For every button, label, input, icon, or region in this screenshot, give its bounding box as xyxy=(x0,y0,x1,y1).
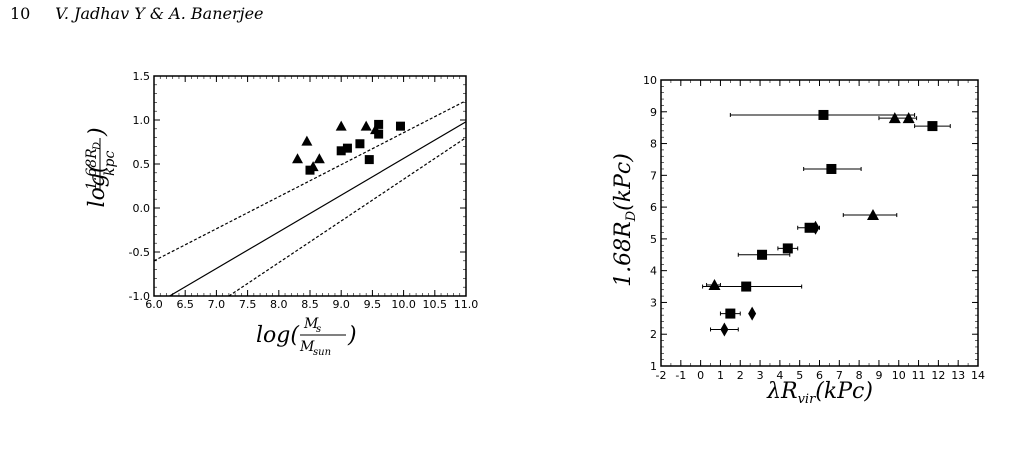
data-point-triangle xyxy=(866,209,879,221)
x-tick-label: 2 xyxy=(737,369,744,382)
data-point-square xyxy=(826,163,837,174)
y-tick-label: 9 xyxy=(650,106,657,119)
page-header: 10 V. Jadhav Y & A. Banerjee xyxy=(10,4,264,23)
x-tick-label: 7 xyxy=(836,369,843,382)
svg-text:): ) xyxy=(347,323,357,348)
y-tick-label: 3 xyxy=(650,296,657,309)
x-axis-label-left: log( M s M sun ) xyxy=(256,316,357,358)
y-tick-label: 0.5 xyxy=(133,158,151,171)
y-tick-label: 2 xyxy=(650,328,657,341)
data-point-triangle xyxy=(708,278,721,290)
x-tick-label: 9.0 xyxy=(332,298,350,311)
x-tick-label: 3 xyxy=(757,369,764,382)
page-number: 10 xyxy=(10,4,31,23)
x-tick-label: 7.5 xyxy=(239,298,257,311)
dashed-line xyxy=(153,100,467,262)
svg-text:M: M xyxy=(303,316,319,332)
y-tick-label: 1 xyxy=(650,360,657,373)
x-tick-label: 5 xyxy=(796,369,803,382)
y-tick-label: 7 xyxy=(650,169,657,182)
data-point-square xyxy=(336,146,346,156)
data-point-triangle xyxy=(292,153,304,164)
y-tick-label: -1.0 xyxy=(129,290,150,303)
y-tick-label: 1.0 xyxy=(133,114,151,127)
x-tick-label: 10.5 xyxy=(423,298,448,311)
x-tick-label: 6 xyxy=(816,369,823,382)
data-point-square xyxy=(355,139,365,149)
x-tick-label: 6.0 xyxy=(145,298,163,311)
svg-text:1.68R: 1.68R xyxy=(84,148,100,190)
data-point-square xyxy=(741,281,752,292)
x-tick-label: -1 xyxy=(675,369,686,382)
plot-frame-left xyxy=(153,75,467,297)
dashed-line xyxy=(228,137,467,297)
svg-text:sun: sun xyxy=(313,347,331,358)
svg-text:M: M xyxy=(299,339,315,355)
y-tick-label: 10 xyxy=(643,74,657,87)
data-point-square xyxy=(804,222,815,233)
data-point-triangle xyxy=(888,112,901,124)
x-tick-label: 12 xyxy=(931,369,945,382)
x-tick-label: 8.0 xyxy=(270,298,288,311)
data-point-square xyxy=(342,143,352,153)
x-tick-label: 10 xyxy=(892,369,906,382)
svg-text:s: s xyxy=(316,324,321,335)
chart-left: 6.0 6.5 7.0 7.5 8.0 8.5 9.0 9.5 10.0 10.5 11.0 1.5 1… xyxy=(84,70,478,358)
y-tick-label: 5 xyxy=(650,233,657,246)
x-tick-label: 10.0 xyxy=(391,298,416,311)
data-point-diamond xyxy=(720,322,729,337)
data-point-triangle xyxy=(360,120,372,131)
data-point-square xyxy=(364,155,374,165)
y-tick-label: 1.5 xyxy=(133,70,151,83)
x-tick-label: 0 xyxy=(697,369,704,382)
data-point-square xyxy=(374,129,384,139)
x-tick-label: 8.5 xyxy=(301,298,319,311)
y-axis-label-left: log( 1.68R D kpc ) xyxy=(84,127,118,207)
data-point-triangle xyxy=(301,135,313,146)
x-tick-label: 9 xyxy=(875,369,882,382)
x-tick-label: 8 xyxy=(856,369,863,382)
y-tick-label: 0.0 xyxy=(133,202,151,215)
x-tick-label: 9.5 xyxy=(364,298,382,311)
y-tick-label: -0.5 xyxy=(129,246,150,259)
y-tick-label: 4 xyxy=(650,265,657,278)
svg-text:λRvir(kPc): λRvir(kPc) xyxy=(766,379,873,407)
fit-line xyxy=(169,121,467,297)
svg-text:D: D xyxy=(92,142,103,151)
authors: V. Jadhav Y & A. Banerjee xyxy=(55,4,264,23)
svg-text:log(: log( xyxy=(85,164,110,207)
svg-text:1.68RD(kPc): 1.68RD(kPc) xyxy=(611,153,639,287)
y-tick-label: 8 xyxy=(650,138,657,151)
data-point-square xyxy=(725,308,736,319)
x-tick-label: 7.0 xyxy=(208,298,226,311)
x-tick-label: 6.5 xyxy=(176,298,194,311)
data-point-square xyxy=(757,249,768,260)
x-tick-label: 1 xyxy=(717,369,724,382)
svg-text:log(: log( xyxy=(256,323,299,348)
data-point-square xyxy=(818,109,829,120)
svg-text:): ) xyxy=(85,127,110,137)
x-tick-label: 4 xyxy=(776,369,783,382)
data-point-triangle xyxy=(313,153,325,164)
data-point-triangle xyxy=(335,120,347,131)
y-tick-label: 6 xyxy=(650,201,657,214)
svg-text:kpc: kpc xyxy=(102,151,118,176)
data-point-triangle xyxy=(902,112,915,124)
data-point-square xyxy=(374,119,384,129)
x-tick-label: 11 xyxy=(912,369,926,382)
data-point-diamond xyxy=(811,220,820,235)
data-point-square xyxy=(395,121,405,131)
x-tick-label: 14 xyxy=(971,369,985,382)
y-axis-label-right: 1.68RD(kPc) xyxy=(611,153,639,287)
data-point-diamond xyxy=(748,306,757,321)
x-tick-label: 11.0 xyxy=(454,298,479,311)
data-point-square xyxy=(782,243,793,254)
x-tick-label: -2 xyxy=(656,369,667,382)
data-point-square xyxy=(305,165,315,175)
x-axis-label-right: λRvir(kPc) xyxy=(766,379,873,407)
x-tick-label: 13 xyxy=(951,369,965,382)
data-point-square xyxy=(927,121,938,132)
